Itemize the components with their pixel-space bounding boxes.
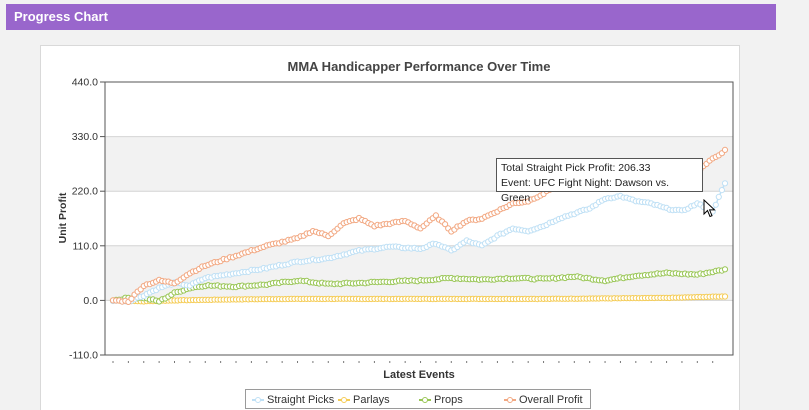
legend-label: Props bbox=[434, 394, 463, 406]
y-axis-label: Unit Profit bbox=[57, 192, 69, 243]
legend-item-parlays[interactable]: Parlays bbox=[338, 393, 390, 407]
y-tick-label: -110.0 bbox=[69, 350, 98, 362]
legend-marker-icon bbox=[252, 396, 264, 404]
data-point[interactable] bbox=[721, 266, 729, 273]
tooltip-line-2: Event: UFC Fight Night: Dawson vs. Green bbox=[501, 177, 670, 204]
legend-label: Straight Picks bbox=[267, 394, 335, 406]
x-axis-label: Latest Events bbox=[383, 369, 455, 381]
chart-title: MMA Handicapper Performance Over Time bbox=[288, 59, 551, 74]
legend-item-straight-picks[interactable]: Straight Picks bbox=[252, 393, 334, 407]
chart-tooltip: Total Straight Pick Profit: 206.33 Event… bbox=[496, 158, 703, 204]
data-point[interactable] bbox=[721, 146, 729, 153]
legend-item-props[interactable]: Props bbox=[419, 393, 463, 407]
plot-area bbox=[104, 81, 734, 356]
y-tick-label: 0.0 bbox=[83, 295, 98, 307]
mouse-cursor-icon bbox=[703, 199, 716, 218]
legend-marker-icon bbox=[419, 396, 431, 404]
y-tick-label: 440.0 bbox=[72, 77, 98, 89]
legend-label: Overall Profit bbox=[519, 394, 583, 406]
grid-band bbox=[105, 82, 733, 137]
chart-legend: Straight Picks Parlays Props Overall Pro… bbox=[245, 389, 591, 409]
grid-band bbox=[105, 245, 733, 301]
data-point[interactable] bbox=[721, 293, 729, 300]
data-point[interactable] bbox=[715, 193, 722, 200]
legend-label: Parlays bbox=[353, 394, 390, 406]
y-tick-label: 110.0 bbox=[73, 240, 99, 252]
y-tick-label: 330.0 bbox=[72, 131, 98, 143]
data-point[interactable] bbox=[712, 201, 719, 208]
progress-chart-header: Progress Chart bbox=[6, 4, 776, 30]
data-point[interactable] bbox=[128, 295, 135, 302]
data-point[interactable] bbox=[721, 180, 729, 187]
legend-marker-icon bbox=[504, 396, 516, 404]
series-straight-picks bbox=[109, 180, 729, 305]
tooltip-line-1: Total Straight Pick Profit: 206.33 bbox=[501, 162, 651, 174]
y-tick-label: 220.0 bbox=[72, 186, 98, 198]
data-point[interactable] bbox=[442, 221, 449, 228]
data-point[interactable] bbox=[432, 212, 439, 219]
legend-item-overall-profit[interactable]: Overall Profit bbox=[504, 393, 583, 407]
grid-band bbox=[105, 300, 733, 355]
data-point[interactable] bbox=[718, 187, 726, 194]
legend-marker-icon bbox=[338, 396, 350, 404]
